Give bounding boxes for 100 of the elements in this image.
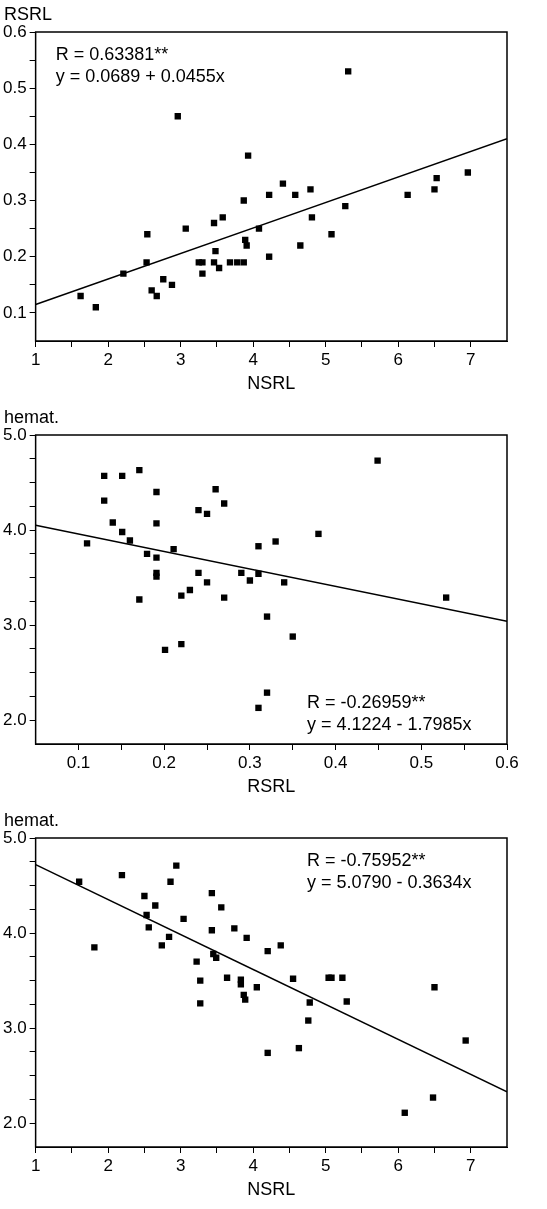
point bbox=[136, 467, 143, 474]
point bbox=[153, 554, 160, 561]
point bbox=[143, 911, 150, 919]
point bbox=[243, 934, 250, 942]
point bbox=[464, 169, 472, 176]
point bbox=[203, 579, 211, 586]
x-tick-label: 2 bbox=[103, 349, 113, 369]
point bbox=[305, 1017, 312, 1024]
point bbox=[429, 1094, 437, 1101]
x-axis-title: NSRL bbox=[247, 1179, 296, 1200]
point bbox=[180, 915, 187, 922]
point bbox=[255, 570, 262, 577]
point bbox=[218, 904, 225, 911]
y-tick-label: 2.0 bbox=[2, 1112, 27, 1132]
point bbox=[143, 550, 151, 558]
point bbox=[197, 977, 204, 984]
y-tick-label: 5.0 bbox=[2, 424, 27, 444]
y-tick-label: 0.6 bbox=[2, 21, 27, 41]
point bbox=[226, 259, 234, 266]
point bbox=[263, 613, 271, 620]
point bbox=[109, 519, 116, 526]
y-tick-label: 5.0 bbox=[2, 827, 27, 847]
point bbox=[345, 68, 352, 75]
y-tick-label: 0.3 bbox=[2, 190, 27, 210]
x-tick-label: 5 bbox=[320, 1155, 331, 1175]
point bbox=[308, 214, 316, 221]
point bbox=[234, 259, 241, 266]
point bbox=[136, 596, 143, 603]
point bbox=[199, 270, 206, 277]
point bbox=[431, 984, 438, 991]
x-axis-title: RSRL bbox=[247, 776, 296, 797]
point bbox=[255, 704, 262, 712]
point bbox=[153, 573, 160, 580]
x-tick-label: 2 bbox=[103, 1155, 113, 1175]
point bbox=[91, 944, 98, 951]
annotation: y = 5.0790 - 0.3634x bbox=[307, 872, 472, 892]
point bbox=[242, 996, 249, 1003]
point bbox=[221, 594, 228, 601]
y-tick-label: 4.0 bbox=[2, 519, 27, 539]
y-tick-label: 0.5 bbox=[2, 77, 27, 97]
point bbox=[212, 486, 219, 493]
point bbox=[195, 569, 202, 577]
point bbox=[120, 270, 127, 277]
x-tick-label: 7 bbox=[466, 349, 476, 369]
point bbox=[143, 259, 150, 266]
point bbox=[141, 892, 148, 900]
x-tick-label: 7 bbox=[466, 1155, 476, 1175]
point bbox=[255, 225, 263, 232]
point bbox=[255, 543, 262, 550]
point bbox=[210, 259, 218, 266]
x-tick-label: 1 bbox=[30, 1155, 41, 1175]
annotation: R = -0.75952** bbox=[307, 850, 426, 870]
point bbox=[178, 592, 185, 599]
x-tick-label: 1 bbox=[30, 349, 41, 369]
point bbox=[83, 540, 91, 547]
point bbox=[148, 287, 155, 294]
point bbox=[152, 902, 159, 909]
point bbox=[199, 259, 206, 266]
point bbox=[145, 924, 152, 931]
point bbox=[433, 174, 440, 182]
x-tick-label: 4 bbox=[248, 349, 258, 369]
point bbox=[307, 186, 314, 193]
point bbox=[158, 942, 165, 949]
point bbox=[170, 545, 177, 553]
point bbox=[193, 958, 200, 965]
x-tick-label: 0.4 bbox=[323, 752, 348, 772]
point bbox=[77, 292, 84, 300]
y-tick-label: 0.1 bbox=[2, 302, 27, 322]
point bbox=[212, 247, 219, 255]
point bbox=[153, 520, 160, 527]
y-axis-title: RSRL bbox=[4, 4, 53, 24]
x-tick-label: 3 bbox=[175, 1155, 186, 1175]
point bbox=[197, 1000, 204, 1007]
point bbox=[246, 577, 254, 584]
point bbox=[277, 942, 284, 949]
x-tick-label: 5 bbox=[320, 349, 331, 369]
point bbox=[243, 242, 250, 249]
point bbox=[153, 488, 160, 496]
point bbox=[374, 457, 381, 464]
x-tick-label: 0.2 bbox=[152, 752, 177, 772]
point bbox=[126, 537, 134, 544]
point bbox=[315, 530, 322, 538]
point bbox=[244, 152, 252, 159]
point bbox=[462, 1037, 469, 1044]
x-tick-label: 6 bbox=[393, 349, 403, 369]
point bbox=[280, 579, 288, 586]
x-axis-title: NSRL bbox=[247, 373, 296, 394]
point bbox=[238, 569, 245, 577]
annotation: y = 4.1224 - 1.7985x bbox=[307, 714, 472, 734]
point bbox=[195, 506, 202, 514]
y-tick-label: 0.4 bbox=[2, 134, 27, 154]
x-tick-label: 4 bbox=[248, 1155, 258, 1175]
point bbox=[237, 981, 245, 988]
point bbox=[240, 197, 247, 204]
x-tick-label: 0.6 bbox=[495, 752, 519, 772]
point bbox=[240, 259, 247, 266]
x-tick-label: 0.1 bbox=[66, 752, 91, 772]
annotation: R = -0.26959** bbox=[307, 692, 426, 712]
y-tick-label: 3.0 bbox=[2, 614, 27, 634]
point bbox=[231, 925, 238, 932]
